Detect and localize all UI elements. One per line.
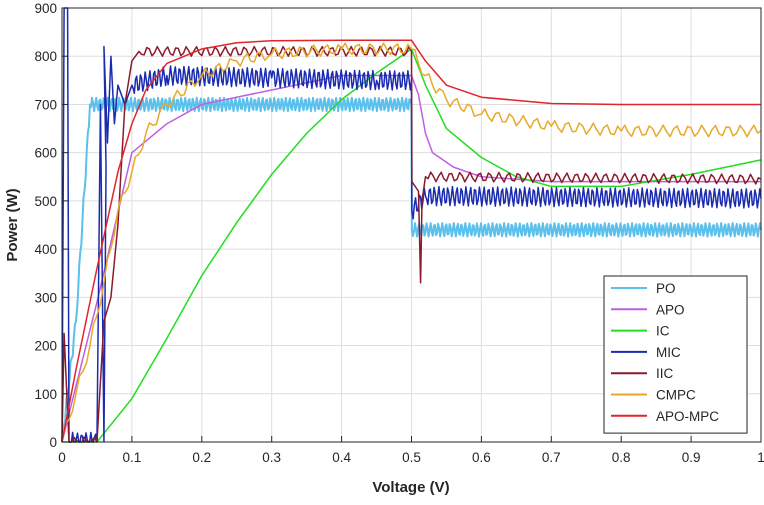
legend-label: IIC <box>656 366 674 381</box>
series-line-apo-mpc <box>61 39 761 443</box>
y-tick-label: 600 <box>34 146 57 161</box>
y-tick-label: 700 <box>34 97 57 112</box>
y-axis-label: Power (W) <box>4 188 21 261</box>
x-axis-ticks: 0 0.1 0.2 0.3 0.4 0.5 0.6 0.7 0.8 0.9 1 <box>58 436 764 465</box>
y-tick-label: 300 <box>34 290 57 305</box>
series-line-mic <box>61 7 762 443</box>
series-lines <box>61 7 762 443</box>
y-tick-label: 800 <box>34 49 57 64</box>
legend-label: MIC <box>656 345 681 360</box>
legend-label: PO <box>656 281 676 296</box>
x-tick-label: 0.7 <box>542 450 561 465</box>
series-line-cmpc <box>61 42 762 443</box>
x-axis-label: Voltage (V) <box>372 479 449 496</box>
y-tick-label: 0 <box>49 435 57 450</box>
x-tick-label: 1 <box>757 450 764 465</box>
x-tick-label: 0.3 <box>262 450 281 465</box>
legend-label: CMPC <box>656 388 696 403</box>
x-tick-label: 0.4 <box>332 450 351 465</box>
series-line-ic <box>62 48 762 443</box>
y-tick-label: 200 <box>34 339 57 354</box>
series-line-iic <box>61 45 762 443</box>
y-tick-label: 500 <box>34 194 57 209</box>
x-tick-label: 0.1 <box>123 450 142 465</box>
y-tick-label: 400 <box>34 242 57 257</box>
legend-label: IC <box>656 324 670 339</box>
x-tick-label: 0.9 <box>682 450 701 465</box>
x-tick-label: 0.2 <box>192 450 211 465</box>
y-tick-label: 100 <box>34 387 57 402</box>
y-tick-label: 900 <box>34 1 57 16</box>
x-tick-label: 0.6 <box>472 450 491 465</box>
x-tick-label: 0.8 <box>612 450 631 465</box>
legend-box <box>603 275 748 434</box>
x-tick-label: 0 <box>58 450 66 465</box>
legend-label: APO-MPC <box>656 409 719 424</box>
legend: PO APO IC MIC IIC CMPC APO-MPC <box>603 275 748 434</box>
x-tick-label: 0.5 <box>402 450 421 465</box>
legend-label: APO <box>656 302 685 317</box>
y-axis-ticks: 0 100 200 300 400 500 600 700 800 900 <box>34 1 68 450</box>
